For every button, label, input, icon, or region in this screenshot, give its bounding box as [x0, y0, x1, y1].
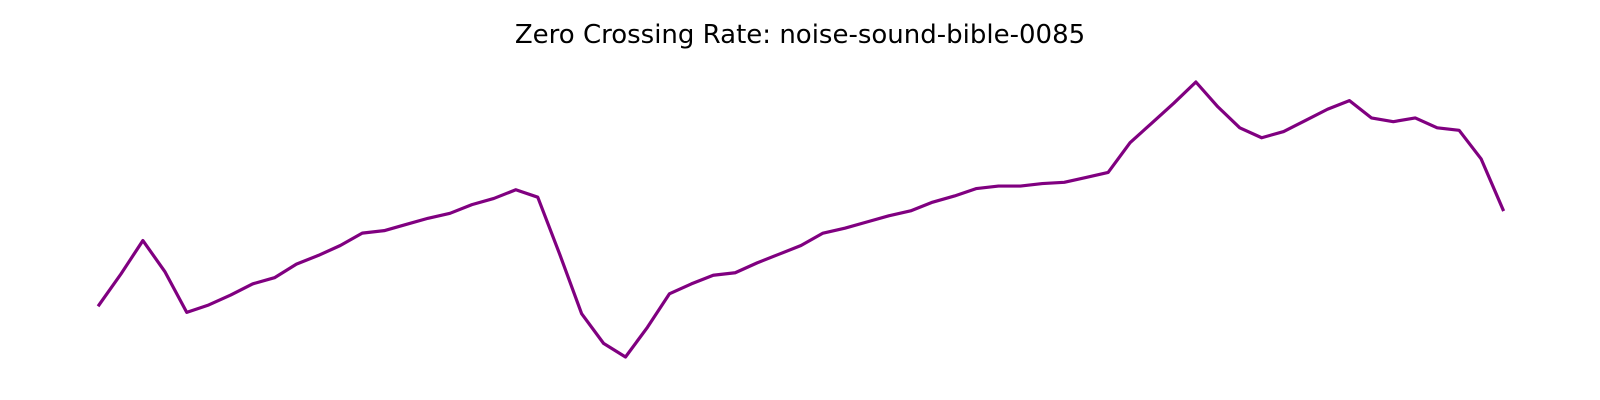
data-point [295, 263, 298, 266]
data-point [536, 196, 539, 199]
data-point [997, 185, 1000, 188]
data-point [690, 282, 693, 285]
data-point [1107, 171, 1110, 174]
data-point [185, 311, 188, 314]
data-point [1172, 102, 1175, 105]
data-point [98, 303, 101, 306]
data-point [909, 209, 912, 212]
data-point [119, 273, 122, 276]
data-point [887, 214, 890, 217]
data-point [405, 223, 408, 226]
data-point [1436, 126, 1439, 129]
data-point [778, 253, 781, 256]
data-point [953, 194, 956, 197]
data-point [492, 197, 495, 200]
data-point [646, 326, 649, 329]
data-point [865, 220, 868, 223]
data-point [251, 282, 254, 285]
data-point [1304, 119, 1307, 122]
data-point [1414, 116, 1417, 119]
data-point [602, 342, 605, 345]
data-point [843, 227, 846, 230]
data-point [514, 188, 517, 191]
data-point [383, 229, 386, 232]
data-point [1502, 208, 1505, 211]
data-point [1063, 181, 1066, 184]
data-point [756, 261, 759, 264]
zcr-series-line [96, 80, 1506, 359]
data-point [558, 253, 561, 256]
data-point [1041, 182, 1044, 185]
data-point [427, 217, 430, 220]
data-point [1151, 121, 1154, 124]
data-point [580, 312, 583, 315]
data-point [975, 187, 978, 190]
data-point [1326, 108, 1329, 111]
data-point [1085, 176, 1088, 179]
data-point [449, 212, 452, 215]
data-point [1282, 130, 1285, 133]
data-point [800, 244, 803, 247]
data-point [1019, 185, 1022, 188]
data-point [931, 201, 934, 204]
data-point [821, 232, 824, 235]
data-point [1370, 116, 1373, 119]
data-point [163, 270, 166, 273]
data-point [1238, 126, 1241, 129]
data-point [1392, 120, 1395, 123]
data-point [624, 356, 627, 359]
data-point [1348, 99, 1351, 102]
data-point [361, 232, 364, 235]
data-point [1216, 105, 1219, 108]
data-point [207, 303, 210, 306]
data-point [1458, 129, 1461, 132]
data-point [1480, 157, 1483, 160]
data-point [1194, 81, 1197, 84]
chart-title: Zero Crossing Rate: noise-sound-bible-00… [514, 20, 1086, 50]
data-point [668, 292, 671, 295]
data-point [470, 203, 473, 206]
data-point [317, 254, 320, 257]
data-point [229, 294, 232, 297]
data-point [1129, 141, 1132, 144]
data-point [1260, 136, 1263, 139]
data-point [734, 271, 737, 274]
data-point [339, 244, 342, 247]
data-point [273, 276, 276, 279]
data-point [141, 239, 144, 242]
data-point [712, 274, 715, 277]
